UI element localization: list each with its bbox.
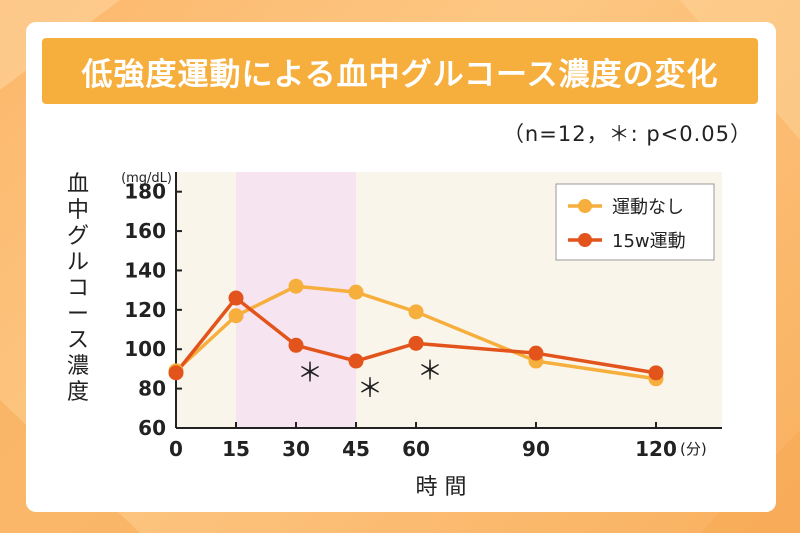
series-1-point	[288, 337, 304, 353]
y-axis-unit: (mg/dL)	[121, 171, 172, 186]
x-axis-title: 時 間	[416, 475, 467, 500]
series-0-point	[408, 304, 424, 320]
series-0-point	[228, 308, 244, 324]
significance-marker: ＊	[297, 358, 323, 388]
series-1-point	[168, 365, 184, 381]
legend-box	[555, 183, 715, 261]
series-1-point	[648, 365, 664, 381]
x-tick-label: 15	[222, 437, 250, 461]
significance-marker: ＊	[417, 356, 443, 386]
series-0-point	[348, 284, 364, 300]
legend-label: 運動なし	[612, 197, 684, 218]
x-tick-label: 45	[342, 437, 370, 461]
y-tick-label: 140	[124, 258, 166, 282]
y-tick-label: 100	[124, 337, 166, 361]
series-0-point	[288, 278, 304, 294]
legend-swatch-marker	[578, 233, 592, 247]
significance-marker: ＊	[357, 374, 383, 404]
y-tick-label: 80	[138, 377, 166, 401]
series-1-point	[408, 335, 424, 351]
sample-size-note: （n=12，＊: p<0.05）	[502, 122, 752, 146]
x-tick-label: 0	[169, 437, 183, 461]
series-1-point	[528, 345, 544, 361]
exercise-period-highlight	[236, 172, 357, 428]
x-tick-label: 60	[402, 437, 430, 461]
y-axis-title: 血中グルコース濃度	[66, 172, 89, 405]
x-tick-label: 90	[522, 437, 550, 461]
x-tick-label: 120	[635, 437, 677, 461]
chart-title: 低強度運動による血中グルコース濃度の変化	[42, 38, 758, 104]
y-tick-label: 120	[124, 298, 166, 322]
y-tick-label: 60	[138, 416, 166, 440]
series-1-point	[348, 353, 364, 369]
x-tick-label: 30	[282, 437, 310, 461]
legend-swatch-marker	[578, 199, 592, 213]
y-tick-label: 180	[124, 180, 166, 204]
y-tick-label: 160	[124, 219, 166, 243]
series-1-point	[228, 290, 244, 306]
legend-label: 15w運動	[612, 231, 686, 252]
x-axis-unit: (分)	[680, 440, 707, 458]
